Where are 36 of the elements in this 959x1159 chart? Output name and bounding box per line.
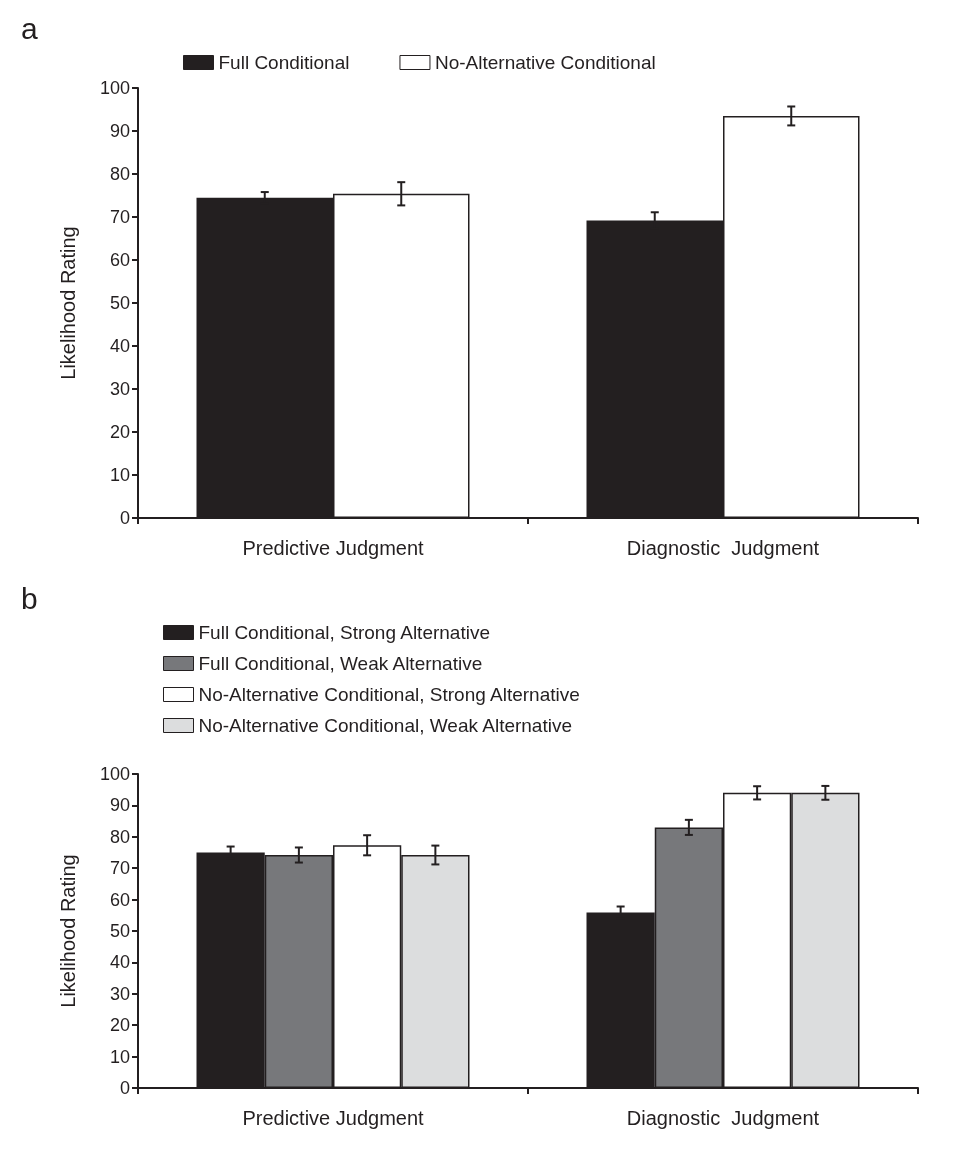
y-tick-label: 50 bbox=[109, 921, 130, 941]
legend-label: Full Conditional, Weak Alternative bbox=[198, 653, 483, 674]
y-tick-label: 80 bbox=[109, 826, 130, 847]
y-tick-label: 0 bbox=[119, 508, 130, 528]
y-axis-title: Likelihood Rating bbox=[57, 854, 79, 1008]
y-tick-label: 30 bbox=[109, 379, 130, 399]
x-tick-label: Predictive Judgment bbox=[242, 537, 425, 559]
y-tick-label: 40 bbox=[109, 336, 130, 356]
y-axis-title: Likelihood Rating bbox=[57, 226, 79, 380]
y-tick-label: 90 bbox=[109, 795, 130, 816]
y-tick-label: 0 bbox=[119, 1078, 130, 1098]
y-tick-label: 70 bbox=[109, 207, 130, 227]
y-tick-label: 60 bbox=[109, 889, 130, 910]
y-tick-label: 60 bbox=[109, 250, 130, 270]
legend-label: Full Conditional bbox=[218, 52, 350, 73]
chart-title: b bbox=[21, 581, 38, 615]
y-tick-label: 70 bbox=[109, 858, 130, 879]
y-tick-label: 10 bbox=[109, 465, 130, 485]
chart-title: a bbox=[21, 11, 38, 45]
y-tick-label: 100 bbox=[99, 78, 130, 98]
y-tick-label: 80 bbox=[109, 164, 130, 184]
x-tick-label: Diagnostic Judgment bbox=[626, 1107, 820, 1129]
y-tick-label: 40 bbox=[109, 952, 130, 973]
legend-label: No-Alternative Conditional, Weak Alternative bbox=[198, 715, 573, 736]
legend-label: No-Alternative Conditional bbox=[434, 52, 656, 73]
x-tick-label: Predictive Judgment bbox=[242, 1107, 425, 1129]
y-tick-label: 90 bbox=[109, 121, 130, 141]
legend-label: No-Alternative Conditional, Strong Alternative bbox=[198, 684, 580, 705]
y-tick-label: 50 bbox=[109, 293, 130, 313]
legend-label: Full Conditional, Strong Alternative bbox=[198, 622, 490, 643]
x-tick-label: Diagnostic Judgment bbox=[626, 537, 820, 559]
y-tick-label: 100 bbox=[99, 764, 130, 784]
y-tick-label: 20 bbox=[109, 1015, 130, 1036]
y-tick-label: 30 bbox=[109, 983, 130, 1004]
y-tick-label: 20 bbox=[109, 422, 130, 442]
y-tick-label: 10 bbox=[109, 1046, 130, 1067]
